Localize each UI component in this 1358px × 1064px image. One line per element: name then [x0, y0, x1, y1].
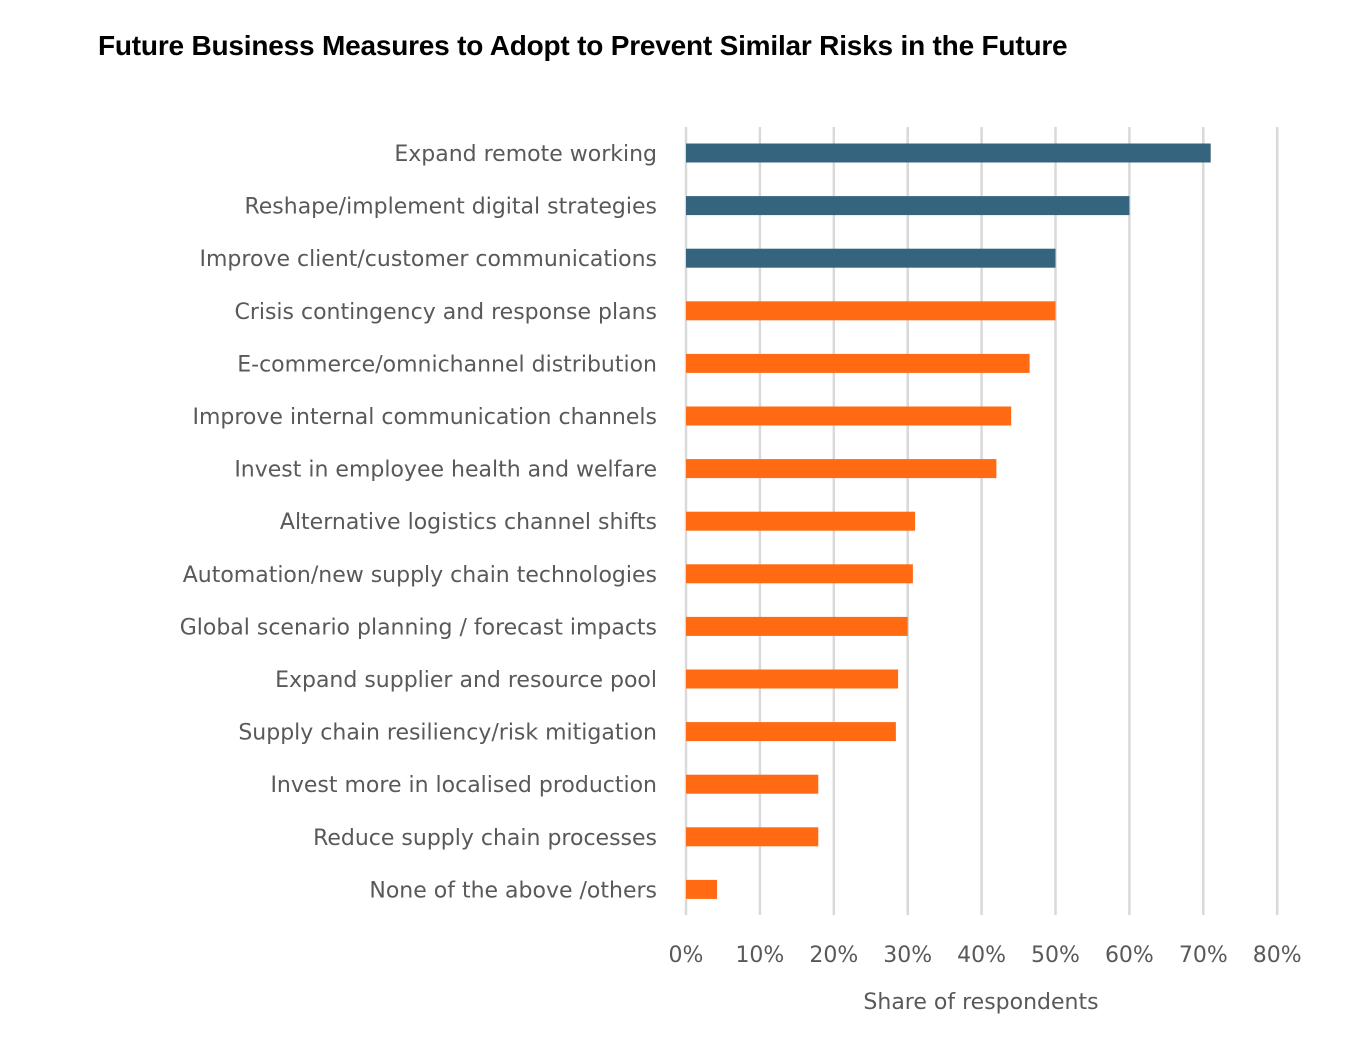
bar	[686, 774, 819, 794]
category-label: Improve client/customer communications	[200, 247, 657, 272]
category-label: Expand remote working	[394, 142, 657, 167]
bar	[686, 301, 1056, 321]
category-label: None of the above /others	[369, 878, 657, 903]
category-label: Global scenario planning / forecast impa…	[180, 615, 657, 640]
category-label: Reduce supply chain processes	[313, 826, 657, 851]
bars	[686, 143, 1211, 899]
x-tick-label: 60%	[1105, 943, 1154, 968]
x-tick-labels: 0% 10% 20% 30% 40% 50% 60% 70% 80%	[669, 943, 1302, 968]
category-label: Alternative logistics channel shifts	[280, 510, 657, 535]
bar	[686, 143, 1211, 163]
x-tick-label: 30%	[883, 943, 932, 968]
category-label: Reshape/implement digital strategies	[244, 195, 657, 220]
bar	[686, 564, 913, 584]
bar	[686, 353, 1030, 373]
chart-title: Future Business Measures to Adopt to Pre…	[98, 30, 1068, 61]
x-tick-label: 70%	[1179, 943, 1228, 968]
category-label: Invest more in localised production	[270, 773, 657, 798]
bar	[686, 722, 896, 742]
x-tick-label: 10%	[735, 943, 784, 968]
x-axis-title: Share of respondents	[863, 990, 1098, 1015]
category-label: Improve internal communication channels	[192, 405, 657, 430]
bar	[686, 459, 997, 479]
category-labels: Expand remote working Reshape/implement d…	[180, 142, 657, 903]
x-tick-label: 0%	[669, 943, 704, 968]
bar	[686, 616, 908, 636]
bar	[686, 248, 1056, 268]
bar	[686, 511, 916, 531]
bar	[686, 669, 899, 689]
bar	[686, 196, 1130, 216]
x-tick-label: 80%	[1253, 943, 1302, 968]
category-label: Supply chain resiliency/risk mitigation	[238, 721, 657, 746]
category-label: E-commerce/omnichannel distribution	[237, 352, 657, 377]
category-label: Crisis contingency and response plans	[234, 300, 657, 325]
x-tick-label: 20%	[809, 943, 858, 968]
bar	[686, 406, 1012, 426]
category-label: Invest in employee health and welfare	[234, 458, 657, 483]
category-label: Expand supplier and resource pool	[275, 668, 657, 693]
x-tick-label: 50%	[1031, 943, 1080, 968]
bar	[686, 827, 819, 847]
x-tick-label: 40%	[957, 943, 1006, 968]
bar	[686, 879, 718, 899]
category-label: Automation/new supply chain technologies	[183, 563, 657, 588]
